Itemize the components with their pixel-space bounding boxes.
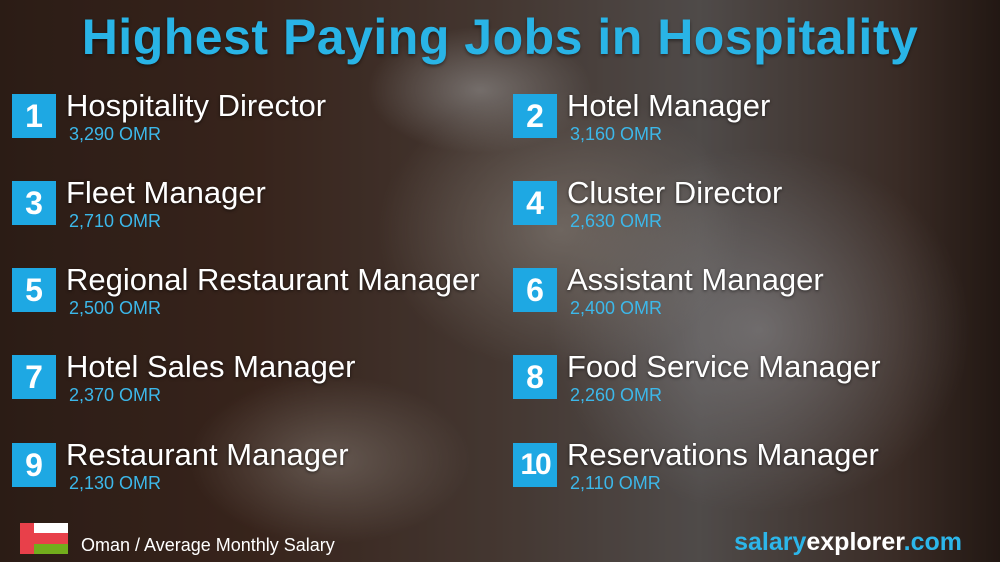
job-item: 4 Cluster Director 2,630 OMR [513, 175, 1000, 245]
job-title: Assistant Manager [567, 262, 824, 297]
job-title: Hospitality Director [66, 88, 327, 123]
job-title: Food Service Manager [567, 349, 881, 384]
rank-badge: 7 [12, 355, 56, 399]
job-item: 6 Assistant Manager 2,400 OMR [513, 262, 1000, 332]
rank-badge: 1 [12, 94, 56, 138]
footer-caption: Oman / Average Monthly Salary [81, 535, 335, 555]
rank-badge: 9 [12, 443, 56, 487]
job-title: Fleet Manager [66, 175, 266, 210]
job-salary: 2,130 OMR [69, 473, 162, 493]
job-salary: 2,710 OMR [69, 211, 162, 231]
job-title: Cluster Director [567, 175, 783, 210]
rank-badge: 5 [12, 268, 56, 312]
job-title: Hotel Sales Manager [66, 349, 356, 384]
rank-badge: 4 [513, 181, 557, 225]
job-title: Restaurant Manager [66, 437, 349, 472]
job-title: Reservations Manager [567, 437, 879, 472]
job-title: Regional Restaurant Manager [66, 262, 480, 297]
job-salary: 2,500 OMR [69, 298, 162, 318]
job-item: 9 Restaurant Manager 2,130 OMR [12, 437, 502, 507]
rank-badge: 10 [513, 443, 557, 487]
job-item: 8 Food Service Manager 2,260 OMR [513, 349, 1000, 419]
job-salary: 2,110 OMR [570, 473, 661, 493]
job-item: 10 Reservations Manager 2,110 OMR [513, 437, 1000, 507]
rank-badge: 8 [513, 355, 557, 399]
brand-logo: salaryexplorer.com [734, 528, 962, 556]
job-salary: 2,400 OMR [570, 298, 663, 318]
job-salary: 2,630 OMR [570, 211, 663, 231]
job-salary: 3,290 OMR [69, 124, 162, 144]
job-item: 2 Hotel Manager 3,160 OMR [513, 88, 1000, 158]
job-salary: 2,370 OMR [69, 385, 162, 405]
rank-badge: 2 [513, 94, 557, 138]
page-title: Highest Paying Jobs in Hospitality [81, 9, 919, 65]
job-title: Hotel Manager [567, 88, 771, 123]
job-salary: 3,160 OMR [570, 124, 663, 144]
job-item: 7 Hotel Sales Manager 2,370 OMR [12, 349, 502, 419]
rank-badge: 3 [12, 181, 56, 225]
rank-badge: 6 [513, 268, 557, 312]
oman-flag-icon [20, 523, 68, 554]
job-item: 1 Hospitality Director 3,290 OMR [12, 88, 502, 158]
job-item: 3 Fleet Manager 2,710 OMR [12, 175, 502, 245]
job-salary: 2,260 OMR [570, 385, 663, 405]
job-item: 5 Regional Restaurant Manager 2,500 OMR [12, 262, 502, 332]
